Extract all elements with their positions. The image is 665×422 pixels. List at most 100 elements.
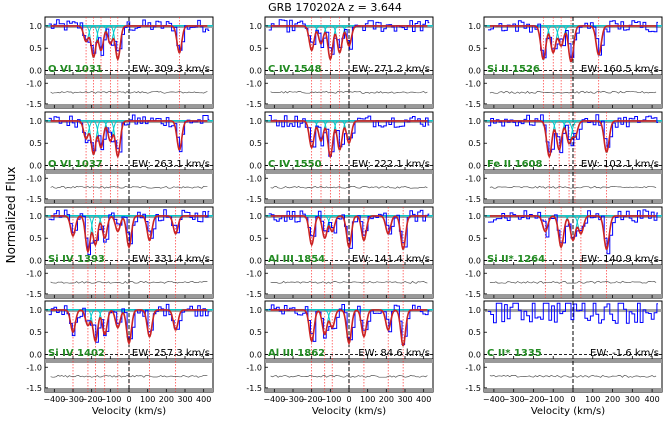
residual-line [50,374,208,378]
x-tick-label: 400 [644,395,659,404]
panel-3: 0.0 0.5 1.0 -1.0 -1.5−400−300−200−100 0 100 200… [26,300,214,404]
flux-tick-label: 0.5 [468,234,481,243]
x-axis-label-col1: Velocity (km/s) [92,406,166,417]
ion-label: C IV 1550 [268,159,322,170]
flux-tick-label: 0.0 [468,162,481,171]
flux-tick-label: 1.0 [249,117,262,126]
x-tick-label: 300 [625,395,640,404]
ew-label: EW: 140.9 km/s [581,254,659,265]
ion-label: C II* 1335 [487,348,542,359]
resid-tick-label: -1.5 [246,195,262,204]
residual-line [270,280,428,284]
x-tick-label: −300 [62,395,84,404]
ion-label: Al III 1854 [268,254,325,265]
ion-label: Si IV 1402 [48,348,105,359]
model-fit [50,215,208,254]
flux-tick-label: 0.5 [29,139,42,148]
component-profile [45,25,213,43]
flux-tick-label: 0.5 [468,139,481,148]
residual-line [50,90,208,94]
resid-tick-label: -1.0 [246,174,262,183]
residual-line [270,185,428,189]
model-fit [50,25,208,62]
flux-tick-label: 1.0 [468,22,481,31]
x-tick-label: 0 [570,395,575,404]
ew-label: EW: 102.1 km/s [581,159,659,170]
ion-label: O VI 1037 [48,159,103,170]
flux-tick-label: 1.0 [249,212,262,221]
x-tick-label: 200 [379,395,394,404]
resid-tick-label: -1.0 [26,363,42,372]
x-tick-label: 400 [196,395,211,404]
panel-2: 0.0 0.5 1.0 -1.0 -1.5 Si IV 1393 EW: 331.4 km/… [26,206,214,299]
model-fit [50,309,208,346]
resid-tick-label: -1.0 [465,79,481,88]
model-fit [489,25,657,62]
x-tick-label: −100 [319,395,341,404]
ew-label: EW: 160.5 km/s [581,64,659,75]
flux-tick-label: 0.5 [249,44,262,53]
flux-tick-label: 0.0 [29,351,42,360]
resid-tick-label: -1.5 [246,100,262,109]
data-spectrum [268,115,430,157]
panels-group: 0.0 0.5 1.0 -1.0 -1.5 O VI 1031 EW: 309.3 km/s… [26,16,663,404]
ew-label: EW: -1.6 km/s [590,348,659,359]
flux-tick-label: 1.0 [249,22,262,31]
panel-5: 0.0 0.5 1.0 -1.0 -1.5 C IV 1550 EW: 222.1 km/s [246,111,434,204]
panel-1: 0.0 0.5 1.0 -1.0 -1.5 O VI 1037 EW: 263.1 km/s [26,111,214,204]
x-tick-label: 100 [360,395,375,404]
resid-tick-label: -1.5 [465,384,481,393]
x-tick-label: 100 [585,395,600,404]
x-tick-label: −200 [522,395,544,404]
flux-tick-label: 0.5 [29,234,42,243]
model-fit [270,25,428,62]
resid-tick-label: -1.0 [465,363,481,372]
flux-tick-label: 0.5 [468,44,481,53]
flux-tick-label: 0.0 [29,67,42,76]
ion-label: Si IV 1393 [48,254,105,265]
ion-label: O VI 1031 [48,64,103,75]
model-fit [50,120,208,159]
ion-label: Al III 1862 [268,348,325,359]
figure-title: GRB 170202A z = 3.644 [268,1,402,14]
flux-tick-label: 0.0 [249,67,262,76]
model-fit [270,120,428,159]
flux-tick-label: 1.0 [29,22,42,31]
data-spectrum [488,114,658,154]
flux-tick-label: 1.0 [468,306,481,315]
panel-4: 0.0 0.5 1.0 -1.0 -1.5 C IV 1548 EW: 271.2 km/s [246,16,434,109]
ew-label: EW: 271.2 km/s [352,64,430,75]
flux-tick-label: 0.5 [249,139,262,148]
x-tick-label: −400 [263,395,285,404]
resid-tick-label: -1.5 [26,195,42,204]
resid-tick-label: -1.5 [26,100,42,109]
panel-8: 0.0 0.5 1.0 -1.0 -1.5 Si II 1526 EW: 160.5 km/… [465,16,663,109]
ion-label: C IV 1548 [268,64,322,75]
resid-tick-label: -1.5 [26,384,42,393]
flux-tick-label: 1.0 [29,306,42,315]
flux-tick-label: 1.0 [29,212,42,221]
flux-tick-label: 0.0 [249,162,262,171]
flux-tick-label: 1.0 [249,306,262,315]
ew-label: EW: 257.3 km/s [132,348,210,359]
data-spectrum [488,302,658,324]
flux-tick-label: 0.0 [249,257,262,266]
resid-tick-label: -1.0 [465,269,481,278]
flux-tick-label: 0.0 [468,257,481,266]
x-axis-label-col2: Velocity (km/s) [312,406,386,417]
resid-tick-label: -1.5 [26,290,42,299]
model-fit [270,309,428,346]
ew-label: EW: 309.3 km/s [132,64,210,75]
flux-tick-label: 0.0 [468,351,481,360]
resid-tick-label: -1.0 [26,174,42,183]
residual-line [489,280,657,284]
flux-tick-label: 0.0 [249,351,262,360]
ew-label: EW: 141.4 km/s [352,254,430,265]
flux-tick-label: 0.0 [468,67,481,76]
flux-tick-label: 0.5 [29,328,42,337]
residual-line [50,185,208,189]
x-tick-label: 0 [126,395,131,404]
resid-tick-label: -1.0 [246,363,262,372]
ew-label: EW: 331.4 km/s [132,254,210,265]
